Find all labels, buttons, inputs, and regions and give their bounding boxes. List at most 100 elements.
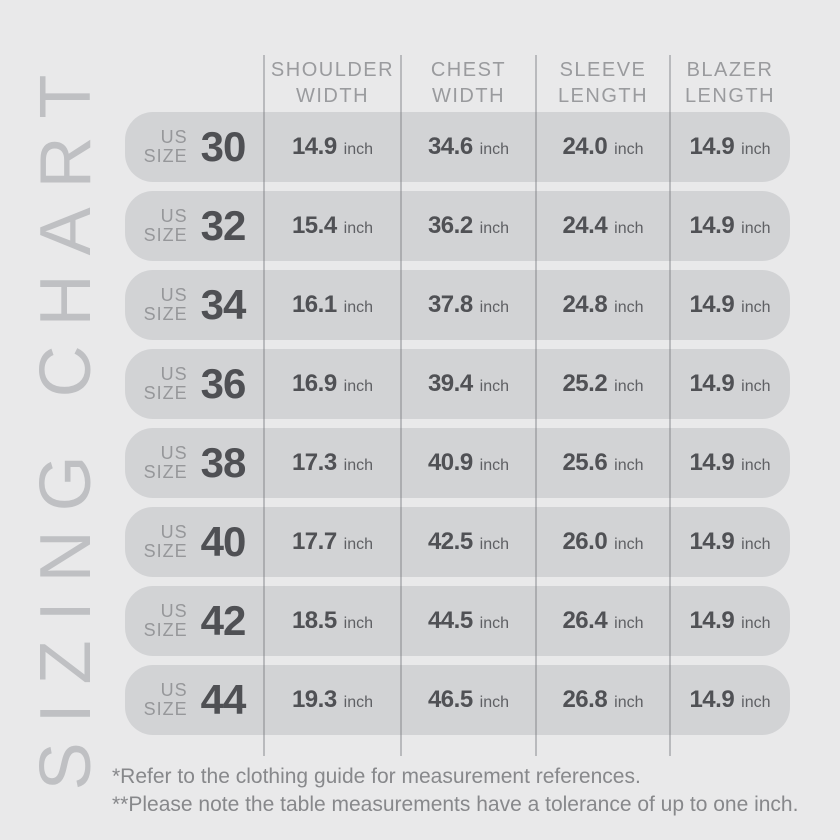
unit-label: inch — [741, 378, 771, 395]
size-cell: US SIZE 30 — [125, 123, 264, 171]
shoulder-width-value: 16.9 inch — [264, 370, 401, 398]
size-label-text: SIZE — [143, 304, 188, 324]
unit-label: inch — [479, 141, 510, 158]
unit-label: inch — [741, 615, 771, 632]
column-divider — [263, 55, 265, 756]
header-line: WIDTH — [431, 85, 506, 107]
table-header: SHOULDER WIDTH CHEST WIDTH SLEEVE LENGTH… — [125, 57, 790, 109]
size-label-text: SIZE — [143, 462, 188, 482]
chest-width-value: 37.8 inch — [401, 291, 536, 319]
column-divider — [669, 55, 671, 756]
size-number: 30 — [200, 123, 247, 170]
measurement-value: 16.9 — [291, 370, 337, 397]
shoulder-width-value: 14.9 inch — [264, 133, 401, 161]
unit-label: inch — [741, 220, 771, 237]
measurement-value: 24.4 — [562, 212, 608, 239]
footnote-measurement-reference: *Refer to the clothing guide for measure… — [112, 765, 641, 788]
unit-label: inch — [479, 615, 510, 632]
size-label-text: SIZE — [143, 146, 188, 166]
size-label-text: SIZE — [143, 225, 188, 245]
unit-label: inch — [614, 615, 644, 632]
header-sleeve-length: SLEEVE LENGTH — [536, 57, 670, 109]
unit-label: inch — [479, 378, 510, 395]
sleeve-length-value: 26.0 inch — [536, 528, 670, 556]
size-number: 32 — [200, 202, 247, 249]
unit-label: inch — [479, 299, 510, 316]
blazer-length-value: 14.9 inch — [670, 212, 790, 240]
size-cell: US SIZE 38 — [125, 439, 264, 487]
measurement-value: 14.9 — [689, 607, 735, 634]
measurement-value: 42.5 — [427, 528, 473, 555]
unit-label: inch — [614, 457, 644, 474]
sleeve-length-value: 26.8 inch — [536, 686, 670, 714]
us-label: US — [160, 364, 188, 384]
unit-label: inch — [741, 457, 771, 474]
measurement-value: 24.8 — [562, 291, 608, 318]
us-size-label: US SIZE — [144, 286, 188, 324]
measurement-value: 14.9 — [689, 449, 735, 476]
unit-label: inch — [479, 694, 510, 711]
measurement-value: 16.1 — [291, 291, 337, 318]
header-line: LENGTH — [557, 85, 649, 107]
measurement-value: 19.3 — [291, 686, 337, 713]
unit-label: inch — [343, 299, 374, 316]
table-row-size-30: US SIZE 30 14.9 inch 34.6 inch 24.0 inch 14… — [125, 112, 790, 182]
column-divider — [400, 55, 402, 756]
measurement-value: 25.6 — [562, 449, 608, 476]
measurement-value: 26.8 — [562, 686, 608, 713]
unit-label: inch — [614, 220, 644, 237]
table-row-size-42: US SIZE 42 18.5 inch 44.5 inch 26.4 inch 14… — [125, 586, 790, 656]
unit-label: inch — [343, 536, 374, 553]
measurement-value: 15.4 — [291, 212, 337, 239]
chest-width-value: 34.6 inch — [401, 133, 536, 161]
footnotes: *Refer to the clothing guide for measure… — [112, 763, 798, 819]
blazer-length-value: 14.9 inch — [670, 370, 790, 398]
table-row-size-34: US SIZE 34 16.1 inch 37.8 inch 24.8 inch 14… — [125, 270, 790, 340]
measurement-value: 34.6 — [427, 133, 473, 160]
measurement-value: 26.0 — [562, 528, 608, 555]
size-label-text: SIZE — [143, 699, 188, 719]
header-shoulder-width: SHOULDER WIDTH — [264, 57, 401, 109]
us-size-label: US SIZE — [144, 523, 188, 561]
unit-label: inch — [614, 536, 644, 553]
us-label: US — [160, 285, 188, 305]
unit-label: inch — [343, 220, 374, 237]
header-line: BLAZER — [686, 59, 774, 81]
table-row-size-36: US SIZE 36 16.9 inch 39.4 inch 25.2 inch 14… — [125, 349, 790, 419]
measurement-value: 37.8 — [427, 291, 473, 318]
shoulder-width-value: 15.4 inch — [264, 212, 401, 240]
blazer-length-value: 14.9 inch — [670, 133, 790, 161]
blazer-length-value: 14.9 inch — [670, 607, 790, 635]
chest-width-value: 40.9 inch — [401, 449, 536, 477]
unit-label: inch — [741, 299, 771, 316]
measurement-value: 14.9 — [689, 370, 735, 397]
table-row-size-40: US SIZE 40 17.7 inch 42.5 inch 26.0 inch 14… — [125, 507, 790, 577]
measurement-value: 39.4 — [427, 370, 473, 397]
measurement-value: 26.4 — [562, 607, 608, 634]
measurement-value: 17.3 — [291, 449, 337, 476]
sleeve-length-value: 25.6 inch — [536, 449, 670, 477]
size-cell: US SIZE 40 — [125, 518, 264, 566]
chest-width-value: 39.4 inch — [401, 370, 536, 398]
unit-label: inch — [343, 694, 374, 711]
us-size-label: US SIZE — [144, 681, 188, 719]
blazer-length-value: 14.9 inch — [670, 528, 790, 556]
page-title-vertical: SIZING CHART — [26, 55, 106, 791]
us-label: US — [160, 443, 188, 463]
size-cell: US SIZE 32 — [125, 202, 264, 250]
size-label-text: SIZE — [143, 383, 188, 403]
blazer-length-value: 14.9 inch — [670, 449, 790, 477]
unit-label: inch — [614, 378, 644, 395]
unit-label: inch — [343, 378, 374, 395]
column-divider — [535, 55, 537, 756]
table-row-size-32: US SIZE 32 15.4 inch 36.2 inch 24.4 inch 14… — [125, 191, 790, 261]
shoulder-width-value: 19.3 inch — [264, 686, 401, 714]
us-size-label: US SIZE — [144, 128, 188, 166]
header-chest-width: CHEST WIDTH — [401, 57, 536, 109]
measurement-value: 18.5 — [291, 607, 337, 634]
us-label: US — [160, 601, 188, 621]
header-spacer — [125, 57, 264, 109]
blazer-length-value: 14.9 inch — [670, 686, 790, 714]
size-cell: US SIZE 36 — [125, 360, 264, 408]
